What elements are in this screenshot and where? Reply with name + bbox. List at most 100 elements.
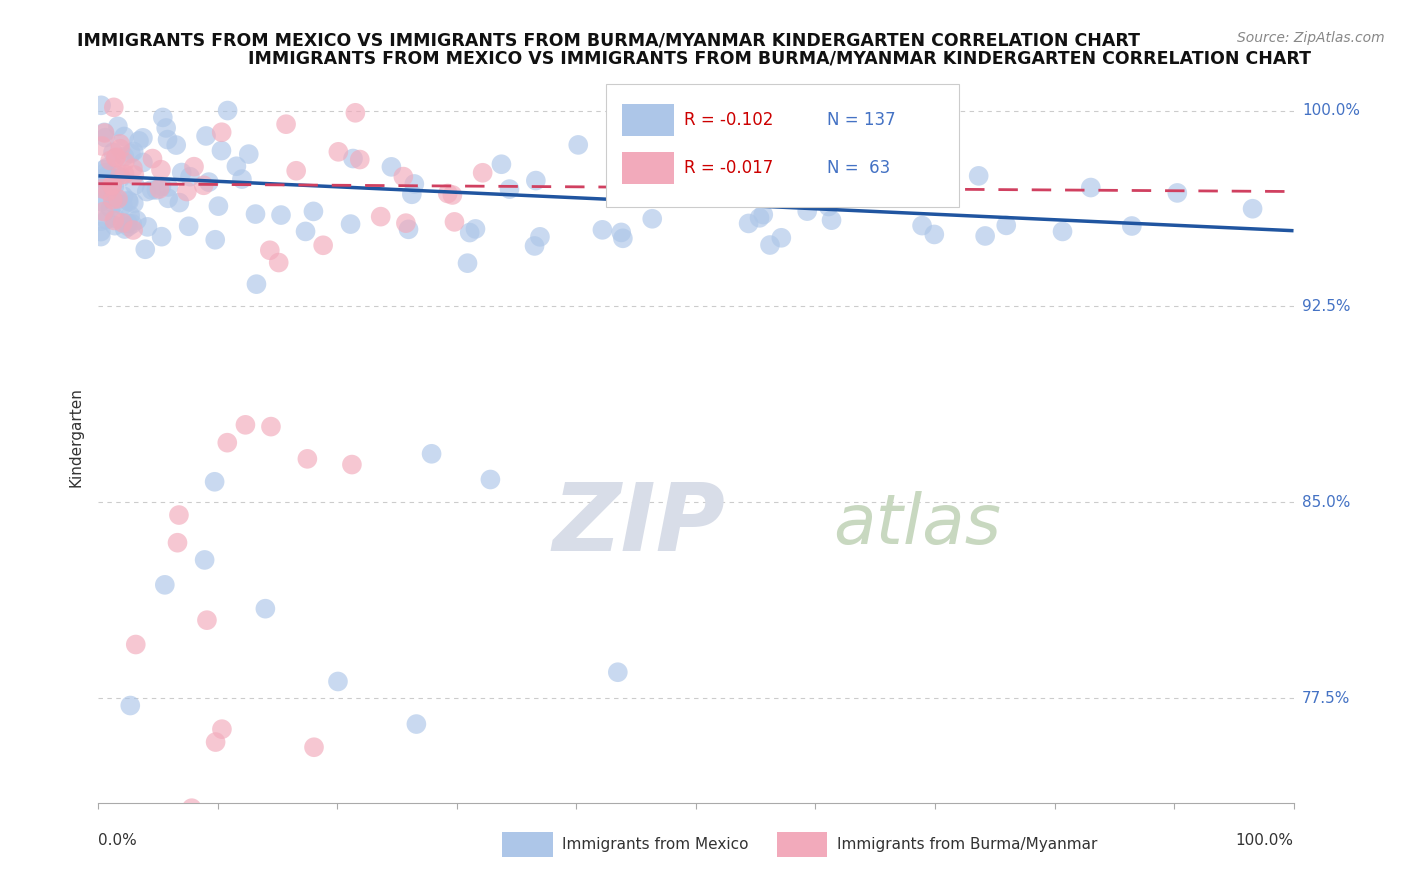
Point — [157, 191, 180, 205]
Point — [894, 180, 917, 194]
Point — [108, 136, 131, 151]
Point — [179, 169, 201, 184]
Point — [714, 186, 737, 201]
Point — [101, 178, 124, 193]
FancyBboxPatch shape — [621, 152, 675, 184]
Point — [193, 178, 215, 193]
Point — [198, 175, 221, 189]
Point — [479, 473, 502, 487]
Point — [141, 152, 163, 166]
Point — [591, 223, 613, 237]
Point — [141, 183, 163, 197]
Point — [817, 200, 839, 214]
Point — [110, 170, 132, 185]
Point — [675, 174, 697, 188]
Point — [610, 226, 633, 240]
Point — [911, 219, 934, 233]
Point — [103, 213, 125, 227]
Text: Immigrants from Burma/Myanmar: Immigrants from Burma/Myanmar — [837, 837, 1097, 852]
Point — [195, 128, 218, 143]
Text: R = -0.017: R = -0.017 — [685, 159, 773, 177]
Point — [112, 189, 135, 203]
Point — [612, 231, 634, 245]
Point — [759, 238, 782, 252]
Point — [183, 160, 205, 174]
Point — [752, 208, 775, 222]
Point — [245, 277, 267, 292]
Point — [90, 171, 112, 186]
Point — [121, 217, 143, 231]
Point — [344, 105, 367, 120]
Point — [443, 215, 465, 229]
Point — [136, 219, 159, 234]
Point — [103, 100, 125, 114]
Point — [217, 103, 239, 118]
Point — [274, 117, 297, 131]
Point — [117, 219, 139, 234]
Point — [211, 144, 233, 158]
Point — [328, 145, 350, 159]
Point — [173, 829, 195, 843]
Text: ZIP: ZIP — [553, 479, 725, 571]
Point — [302, 204, 325, 219]
Point — [149, 162, 172, 177]
Point — [90, 214, 112, 228]
Point — [132, 155, 155, 169]
Point — [90, 194, 112, 209]
Point — [471, 166, 494, 180]
Point — [114, 167, 136, 181]
Point — [457, 256, 479, 270]
Point — [120, 208, 142, 222]
Point — [108, 168, 131, 182]
Point — [294, 224, 316, 238]
Point — [606, 665, 628, 680]
Point — [105, 150, 128, 164]
Y-axis label: Kindergarten: Kindergarten — [67, 387, 83, 487]
Point — [204, 735, 226, 749]
Point — [90, 181, 112, 195]
Point — [128, 134, 150, 148]
Point — [94, 165, 117, 179]
Point — [104, 211, 127, 226]
Point — [727, 178, 749, 193]
Text: IMMIGRANTS FROM MEXICO VS IMMIGRANTS FROM BURMA/MYANMAR KINDERGARTEN CORRELATION: IMMIGRANTS FROM MEXICO VS IMMIGRANTS FRO… — [77, 31, 1140, 49]
Point — [297, 451, 319, 466]
Text: 0.0%: 0.0% — [98, 833, 138, 848]
Point — [876, 169, 898, 183]
Text: N = 137: N = 137 — [827, 112, 896, 129]
Point — [349, 153, 371, 167]
Point — [190, 816, 212, 830]
Point — [211, 722, 233, 736]
Point — [152, 111, 174, 125]
Point — [302, 740, 325, 755]
Text: Immigrants from Mexico: Immigrants from Mexico — [562, 837, 748, 852]
Point — [150, 229, 173, 244]
Point — [90, 98, 112, 112]
Point — [125, 638, 148, 652]
Point — [177, 219, 200, 234]
Point — [420, 447, 443, 461]
Text: 100.0%: 100.0% — [1302, 103, 1360, 118]
Point — [392, 169, 415, 184]
Point — [122, 196, 145, 211]
Point — [204, 233, 226, 247]
Text: 77.5%: 77.5% — [1302, 690, 1350, 706]
Point — [231, 172, 253, 186]
Point — [225, 159, 247, 173]
Point — [110, 142, 132, 156]
Point — [793, 169, 815, 183]
Point — [170, 165, 193, 179]
Point — [103, 196, 125, 211]
Point — [112, 129, 135, 144]
Point — [737, 216, 759, 230]
Text: IMMIGRANTS FROM MEXICO VS IMMIGRANTS FROM BURMA/MYANMAR KINDERGARTEN CORRELATION: IMMIGRANTS FROM MEXICO VS IMMIGRANTS FRO… — [247, 49, 1310, 67]
Point — [884, 170, 907, 185]
Point — [340, 458, 363, 472]
Point — [107, 192, 129, 206]
Point — [401, 187, 423, 202]
Text: 92.5%: 92.5% — [1302, 299, 1350, 314]
Point — [124, 168, 146, 182]
Point — [107, 120, 129, 134]
Point — [155, 120, 177, 135]
Point — [491, 157, 513, 171]
